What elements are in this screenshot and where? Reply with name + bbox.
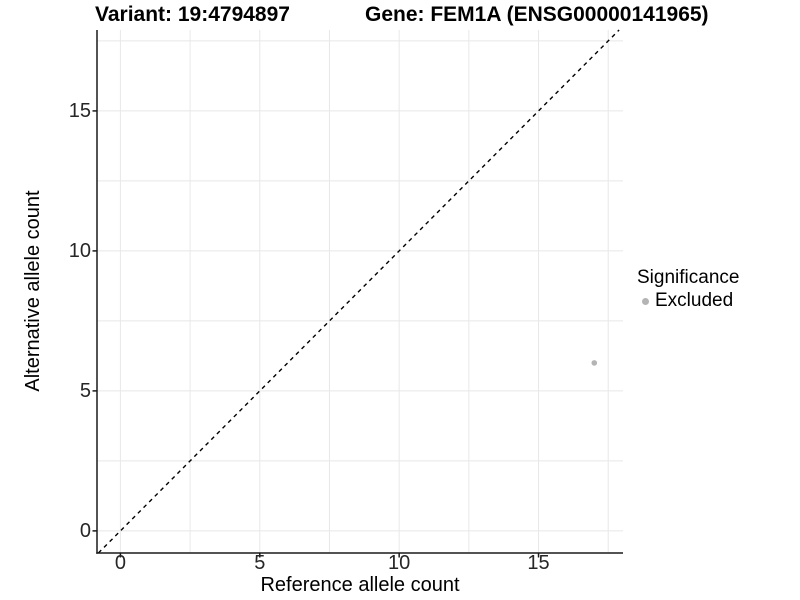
legend-items: Excluded: [637, 290, 739, 312]
y-axis-title: Alternative allele count: [22, 190, 44, 392]
y-tick-label: 5: [79, 379, 91, 402]
legend: Significance Excluded: [637, 267, 739, 312]
data-point: [591, 360, 598, 366]
plot-title-gene: Gene: FEM1A (ENSG00000141965): [365, 3, 709, 26]
legend-item-label: Excluded: [655, 290, 734, 311]
y-tick-label: 0: [79, 519, 91, 542]
legend-title: Significance: [637, 267, 740, 288]
legend-key-dot-icon: [642, 297, 649, 305]
x-tick-label: 15: [527, 552, 550, 574]
y-tick-label: 10: [68, 239, 91, 262]
identity-dashed-line: [97, 29, 620, 554]
plot-title-variant: Variant: 19:4794897: [95, 3, 290, 26]
x-tick-label: 10: [388, 552, 411, 574]
x-tick-label: 0: [114, 552, 126, 574]
x-tick-label: 5: [254, 552, 266, 574]
y-tick-label: 15: [68, 99, 91, 122]
legend-item: Excluded: [637, 290, 739, 312]
x-axis-title: Reference allele count: [260, 574, 460, 596]
